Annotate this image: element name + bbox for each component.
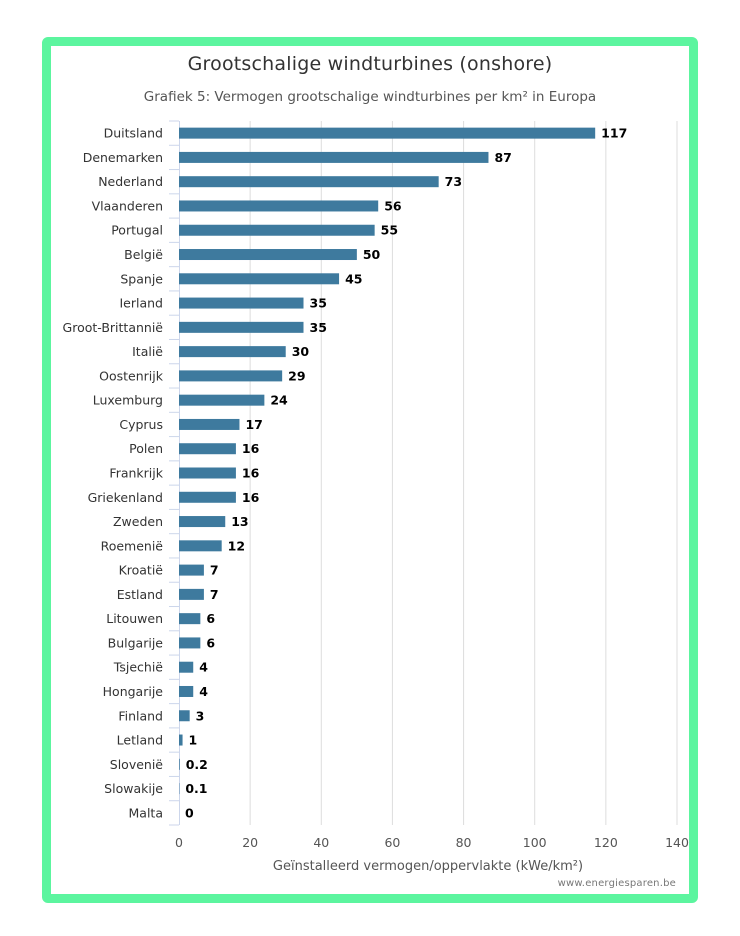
category-label: Italië [132,344,163,359]
data-label: 29 [288,368,305,383]
data-label: 35 [310,320,327,335]
category-label: Vlaanderen [92,198,163,213]
bar [179,370,283,382]
data-label: 7 [210,563,219,578]
data-label: 7 [210,587,219,602]
x-tick-label: 100 [523,835,547,850]
category-label: België [124,247,163,262]
category-label: Ierland [119,296,163,311]
bar [179,588,204,600]
bar [179,564,204,576]
category-label: Oostenrijk [99,368,164,383]
category-label: Malta [129,805,163,820]
data-label: 17 [245,417,262,432]
bar [179,734,183,746]
bar [179,613,201,625]
x-tick-label: 120 [594,835,618,850]
category-label: Zweden [113,514,163,529]
bar [179,394,265,406]
category-label: Portugal [111,223,163,238]
data-label: 87 [494,150,511,165]
bar [179,273,340,285]
bar [179,491,236,503]
bar [179,516,226,528]
data-label: 0 [185,805,194,820]
category-label: Letland [117,733,163,748]
data-label: 12 [228,538,245,553]
bar [179,176,439,188]
bar [179,224,375,236]
data-label: 4 [199,684,208,699]
data-label: 45 [345,271,362,286]
data-label: 16 [242,490,260,505]
category-label: Frankrijk [109,466,163,481]
data-label: 16 [242,441,260,456]
bar [179,418,240,430]
category-label: Estland [117,587,163,602]
bar [179,346,286,358]
data-label: 35 [310,296,327,311]
category-label: Spanje [120,271,163,286]
category-label: Denemarken [83,150,163,165]
bar [179,151,489,163]
data-label: 73 [445,174,462,189]
x-tick-label: 80 [456,835,472,850]
category-label: Groot-Brittannië [63,320,164,335]
bar [179,758,180,770]
data-label: 24 [270,393,288,408]
data-label: 3 [196,708,205,723]
bar [179,637,201,649]
bar [179,540,222,552]
category-label: Cyprus [119,417,163,432]
x-tick-label: 40 [313,835,329,850]
chart-title: Grootschalige windturbines (onshore) [187,53,553,75]
category-label: Polen [129,441,163,456]
category-label: Bulgarije [108,635,164,650]
bar [179,685,194,697]
x-axis-title: Geïnstalleerd vermogen/oppervlakte (kWe/… [273,859,583,874]
category-label: Nederland [98,174,163,189]
data-label: 1 [189,733,198,748]
bar [179,297,304,309]
bar [179,321,304,333]
category-label: Litouwen [106,611,163,626]
chart-subtitle: Grafiek 5: Vermogen grootschalige windtu… [143,89,597,105]
category-label: Kroatië [119,563,164,578]
data-label: 16 [242,466,260,481]
data-label: 30 [292,344,310,359]
category-label: Slowakije [104,781,163,796]
x-tick-label: 0 [175,835,183,850]
bar [179,249,357,261]
category-label: Roemenië [101,538,164,553]
category-label: Griekenland [88,490,163,505]
bar [179,467,236,479]
x-tick-label: 60 [384,835,400,850]
data-label: 50 [363,247,381,262]
bar [179,200,379,212]
bar [179,661,194,673]
bar [179,710,190,722]
data-label: 56 [384,198,402,213]
data-label: 6 [206,611,215,626]
data-label: 4 [199,660,208,675]
bar [179,443,236,455]
data-label: 55 [381,223,398,238]
category-label: Duitsland [104,126,163,141]
data-label: 13 [231,514,248,529]
x-tick-label: 20 [242,835,258,850]
category-label: Hongarije [103,684,164,699]
data-label: 6 [206,635,215,650]
category-label: Finland [118,708,163,723]
data-label: 0.1 [185,781,207,796]
data-label: 0.2 [186,757,208,772]
category-label: Tsjechië [113,660,164,675]
bar [179,127,596,139]
x-tick-label: 140 [665,835,689,850]
credit-text: www.energiesparen.be [557,878,676,889]
category-label: Luxemburg [93,393,163,408]
data-label: 117 [601,126,627,141]
category-label: Slovenië [110,757,164,772]
